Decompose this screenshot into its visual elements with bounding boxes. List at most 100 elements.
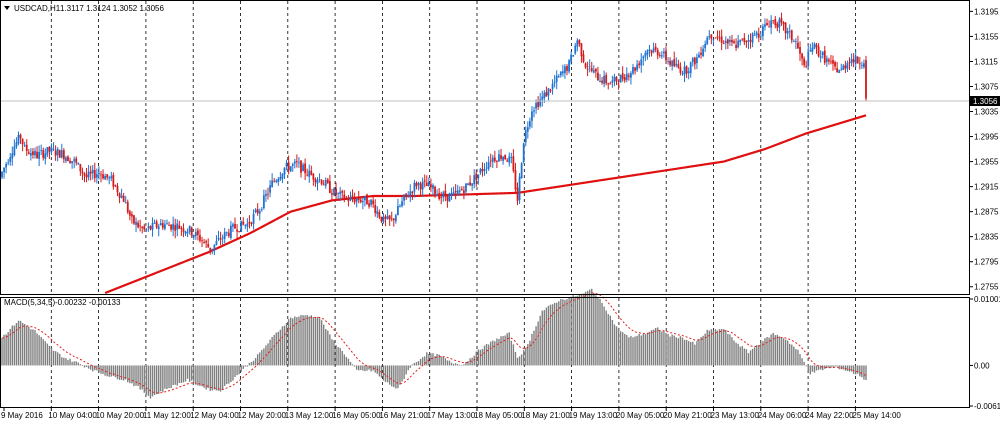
candle-body <box>215 240 218 245</box>
candle-body <box>706 37 709 45</box>
candle-body <box>827 59 830 62</box>
macd-bar <box>129 365 131 384</box>
candle-body <box>539 99 542 106</box>
candle-body <box>137 222 139 228</box>
price-axis[interactable]: 1.3195 1.3155 1.3115 1.3075 1.3035 1.2995 1.29… <box>969 7 1000 411</box>
candle-body <box>450 193 453 195</box>
candle-body <box>176 223 179 230</box>
candle-body <box>739 39 742 42</box>
current-price-badge <box>970 96 1000 106</box>
macd-bar <box>442 357 444 366</box>
candle-body <box>166 223 168 225</box>
candle-body <box>768 26 770 28</box>
candle-body <box>442 192 445 198</box>
macd-bar <box>797 349 799 366</box>
candle-body <box>269 185 271 193</box>
macd-bar <box>529 340 531 366</box>
candle-body <box>277 178 280 183</box>
main-chart-frame[interactable] <box>0 0 970 295</box>
indicator-frame[interactable] <box>0 297 970 408</box>
macd-bar <box>766 337 768 366</box>
macd-bar <box>861 365 863 378</box>
candle-body <box>110 176 113 179</box>
candle-body <box>48 146 51 152</box>
macd-bar <box>403 365 405 380</box>
macd-bar <box>576 295 579 366</box>
candle-body <box>203 241 205 243</box>
macd-bar <box>617 327 620 366</box>
candle-body <box>54 150 57 156</box>
candle-body <box>689 62 692 73</box>
candle-body <box>444 190 447 197</box>
x-tick-label: 20 May 21:00 <box>663 411 712 420</box>
macd-bar <box>665 333 667 366</box>
macd-bar <box>634 336 636 366</box>
candle-body <box>190 227 193 236</box>
candle-body <box>407 196 410 198</box>
candle-body <box>469 182 471 186</box>
candle-body <box>722 43 725 45</box>
candle-body <box>225 232 228 234</box>
candle-body <box>260 209 263 211</box>
macd-bar <box>710 329 713 366</box>
candle-body <box>495 161 498 162</box>
candle-body <box>139 225 142 227</box>
candle-body <box>669 60 672 65</box>
macd-title: MACD(5,34,5) <box>4 298 55 307</box>
candle-body <box>366 194 368 205</box>
macd-bar <box>578 294 581 366</box>
macd-bar <box>170 365 172 389</box>
macd-bar <box>248 362 251 366</box>
candle-body <box>658 55 661 56</box>
macd-bar <box>520 354 523 366</box>
macd-bar <box>188 365 191 382</box>
macd-bar <box>584 291 587 366</box>
macd-bar <box>601 302 603 366</box>
candle-body <box>809 50 812 52</box>
macd-bar <box>718 329 721 366</box>
candle-body <box>155 221 158 228</box>
candle-body <box>863 63 865 68</box>
macd-bar <box>832 365 834 367</box>
candle-body <box>314 178 317 183</box>
macd-bar <box>388 365 391 385</box>
candle-body <box>823 50 826 63</box>
macd-bar <box>541 310 543 366</box>
macd-bar <box>803 361 805 366</box>
macd-bar <box>611 319 614 366</box>
macd-bar <box>160 365 162 392</box>
macd-bar <box>71 361 73 366</box>
macd-histogram <box>1 288 867 399</box>
macd-bar <box>586 290 589 366</box>
macd-bar <box>42 339 44 366</box>
candle-body <box>584 63 587 68</box>
macd-bar <box>572 295 574 366</box>
macd-bar <box>209 365 211 391</box>
macd-bar <box>789 343 791 366</box>
macd-bar <box>116 365 119 380</box>
candle-body <box>29 153 32 156</box>
candle-body <box>118 192 121 198</box>
macd-bar <box>122 365 125 381</box>
macd-bar <box>545 307 548 366</box>
macd-bar <box>811 365 814 372</box>
x-tick-label: 19 May 13:00 <box>569 411 618 420</box>
candle-body <box>693 57 696 65</box>
macd-bar <box>570 296 572 366</box>
macd-bar <box>852 365 855 374</box>
candle-body <box>632 66 634 74</box>
macd-bar <box>605 310 607 366</box>
macd-bar <box>203 365 205 388</box>
macd-bar <box>712 330 715 366</box>
candle-body <box>838 70 841 74</box>
candle-body <box>854 56 857 64</box>
macd-bar <box>588 289 591 366</box>
candle-body <box>60 150 63 158</box>
candle-body <box>454 191 457 193</box>
macd-bar <box>582 293 585 366</box>
candle-body <box>543 92 546 99</box>
chevron-down-icon[interactable] <box>4 6 10 10</box>
macd-bar <box>19 320 22 366</box>
